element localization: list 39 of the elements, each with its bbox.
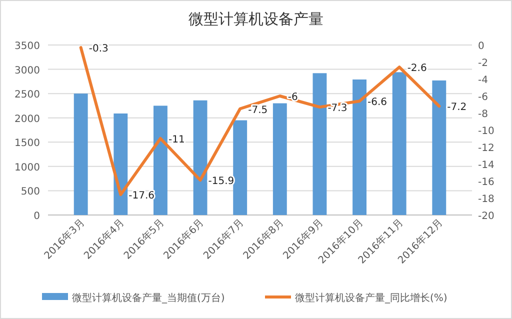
bar <box>272 103 287 215</box>
data-label: -11 <box>168 134 185 146</box>
bar <box>432 80 446 215</box>
data-label: -7.2 <box>447 102 467 114</box>
chart-title: 微型计算机设备产量 <box>188 10 324 28</box>
y2-tick-label: -18 <box>478 194 494 205</box>
bar <box>74 94 88 215</box>
y2-tick-label: -12 <box>478 143 494 154</box>
bar <box>233 120 248 215</box>
y2-tick-label: -8 <box>478 109 488 120</box>
y2-tick-label: 0 <box>478 41 484 52</box>
y-tick-label: 3500 <box>14 41 40 52</box>
bar <box>352 79 366 215</box>
bar <box>154 106 168 215</box>
y2-tick-label: -6 <box>478 92 488 103</box>
bar <box>312 73 327 215</box>
y-tick-label: 0 <box>34 211 40 222</box>
y2-tick-label: -14 <box>478 160 494 171</box>
bar <box>193 100 208 215</box>
bar <box>114 113 128 215</box>
y-tick-label: 2500 <box>14 90 40 101</box>
y2-tick-label: -2 <box>478 58 488 69</box>
data-label: -7.3 <box>328 103 348 114</box>
y2-tick-label: -4 <box>478 75 488 86</box>
data-label: -7.5 <box>248 104 268 116</box>
data-label: -2.6 <box>407 63 427 74</box>
legend-label: 微型计算机设备产量_当期值(万台) <box>72 292 225 304</box>
y-tick-label: 1000 <box>14 162 40 174</box>
y2-tick-label: -10 <box>478 126 494 137</box>
y2-tick-label: -20 <box>478 211 494 222</box>
y2-tick-label: -16 <box>478 177 494 188</box>
bar <box>392 72 406 215</box>
legend-label: 微型计算机设备产量_同比增长(%) <box>295 292 448 304</box>
y-tick-label: 1500 <box>14 138 40 150</box>
data-label: -6.6 <box>368 97 388 108</box>
y-tick-label: 3000 <box>14 65 40 76</box>
y-tick-label: 2000 <box>14 114 40 125</box>
data-label: -0.3 <box>88 44 108 55</box>
y-tick-label: 500 <box>20 186 40 198</box>
